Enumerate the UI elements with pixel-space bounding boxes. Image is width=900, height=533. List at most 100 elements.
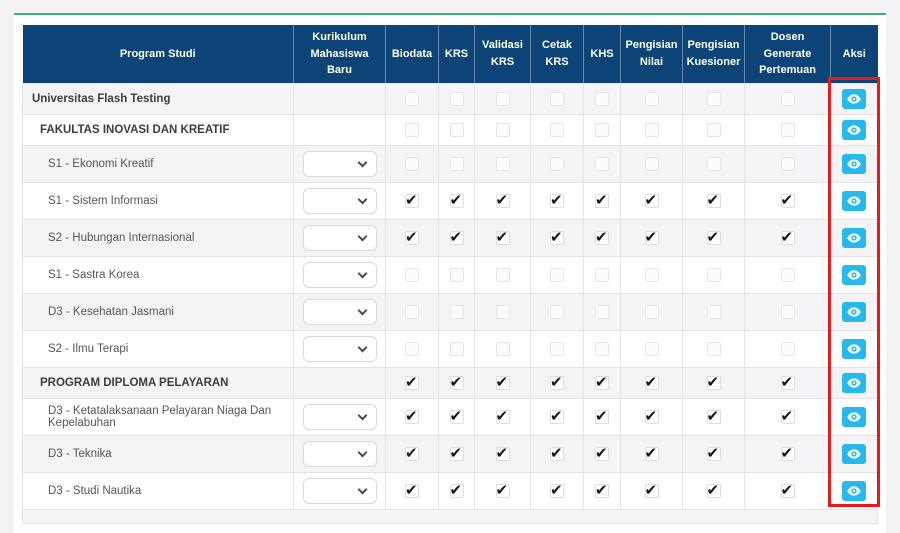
pengisian_nilai-checkbox[interactable]: [644, 156, 659, 171]
kurikulum-mahasiswa-baru-select[interactable]: [302, 187, 377, 214]
biodata-checkbox[interactable]: [405, 341, 419, 356]
kurikulum-mahasiswa-baru-select[interactable]: [302, 335, 377, 362]
biodata-checkbox[interactable]: [405, 191, 419, 209]
khs-checkbox[interactable]: [595, 304, 609, 319]
cetak_krs-checkbox[interactable]: [550, 481, 564, 499]
validasi_krs-checkbox[interactable]: [495, 267, 510, 282]
khs-checkbox[interactable]: [595, 407, 609, 425]
dosen_generate_pertemuan-checkbox[interactable]: [780, 122, 795, 137]
pengisian_kuesioner-checkbox[interactable]: [706, 122, 721, 137]
kurikulum-mahasiswa-baru-select[interactable]: [302, 440, 377, 467]
view-button[interactable]: [842, 406, 866, 427]
dosen_generate_pertemuan-checkbox[interactable]: [780, 267, 795, 282]
biodata-checkbox[interactable]: [405, 228, 419, 246]
pengisian_kuesioner-checkbox[interactable]: [706, 267, 721, 282]
dosen_generate_pertemuan-checkbox[interactable]: [780, 481, 795, 499]
biodata-checkbox[interactable]: [405, 156, 419, 171]
kurikulum-mahasiswa-baru-select[interactable]: [302, 298, 377, 325]
pengisian_nilai-checkbox[interactable]: [644, 481, 659, 499]
cetak_krs-checkbox[interactable]: [550, 122, 564, 137]
dosen_generate_pertemuan-checkbox[interactable]: [780, 91, 795, 106]
view-button[interactable]: [842, 153, 866, 174]
validasi_krs-checkbox[interactable]: [495, 122, 510, 137]
biodata-checkbox[interactable]: [405, 91, 419, 106]
pengisian_kuesioner-checkbox[interactable]: [706, 341, 721, 356]
validasi_krs-checkbox[interactable]: [495, 91, 510, 106]
khs-checkbox[interactable]: [595, 122, 609, 137]
pengisian_kuesioner-checkbox[interactable]: [706, 481, 721, 499]
validasi_krs-checkbox[interactable]: [495, 341, 510, 356]
krs-checkbox[interactable]: [449, 444, 464, 462]
view-button[interactable]: [842, 338, 866, 359]
view-button[interactable]: [842, 372, 866, 393]
validasi_krs-checkbox[interactable]: [495, 407, 510, 425]
view-button[interactable]: [842, 88, 866, 109]
pengisian_kuesioner-checkbox[interactable]: [706, 444, 721, 462]
cetak_krs-checkbox[interactable]: [550, 304, 564, 319]
cetak_krs-checkbox[interactable]: [550, 373, 564, 391]
pengisian_kuesioner-checkbox[interactable]: [706, 191, 721, 209]
krs-checkbox[interactable]: [449, 122, 464, 137]
cetak_krs-checkbox[interactable]: [550, 341, 564, 356]
pengisian_kuesioner-checkbox[interactable]: [706, 304, 721, 319]
cetak_krs-checkbox[interactable]: [550, 228, 564, 246]
dosen_generate_pertemuan-checkbox[interactable]: [780, 228, 795, 246]
biodata-checkbox[interactable]: [405, 444, 419, 462]
view-button[interactable]: [842, 480, 866, 501]
validasi_krs-checkbox[interactable]: [495, 304, 510, 319]
validasi_krs-checkbox[interactable]: [495, 228, 510, 246]
khs-checkbox[interactable]: [595, 341, 609, 356]
pengisian_kuesioner-checkbox[interactable]: [706, 407, 721, 425]
kurikulum-mahasiswa-baru-select[interactable]: [302, 150, 377, 177]
khs-checkbox[interactable]: [595, 444, 609, 462]
pengisian_nilai-checkbox[interactable]: [644, 267, 659, 282]
view-button[interactable]: [842, 264, 866, 285]
cetak_krs-checkbox[interactable]: [550, 267, 564, 282]
view-button[interactable]: [842, 227, 866, 248]
pengisian_nilai-checkbox[interactable]: [644, 407, 659, 425]
dosen_generate_pertemuan-checkbox[interactable]: [780, 407, 795, 425]
cetak_krs-checkbox[interactable]: [550, 407, 564, 425]
biodata-checkbox[interactable]: [405, 304, 419, 319]
dosen_generate_pertemuan-checkbox[interactable]: [780, 304, 795, 319]
khs-checkbox[interactable]: [595, 228, 609, 246]
krs-checkbox[interactable]: [449, 228, 464, 246]
pengisian_nilai-checkbox[interactable]: [644, 91, 659, 106]
khs-checkbox[interactable]: [595, 373, 609, 391]
dosen_generate_pertemuan-checkbox[interactable]: [780, 373, 795, 391]
pengisian_nilai-checkbox[interactable]: [644, 191, 659, 209]
kurikulum-mahasiswa-baru-select[interactable]: [302, 403, 377, 430]
khs-checkbox[interactable]: [595, 156, 609, 171]
view-button[interactable]: [842, 443, 866, 464]
view-button[interactable]: [842, 119, 866, 140]
dosen_generate_pertemuan-checkbox[interactable]: [780, 341, 795, 356]
dosen_generate_pertemuan-checkbox[interactable]: [780, 444, 795, 462]
khs-checkbox[interactable]: [595, 481, 609, 499]
validasi_krs-checkbox[interactable]: [495, 481, 510, 499]
krs-checkbox[interactable]: [449, 481, 464, 499]
krs-checkbox[interactable]: [449, 341, 464, 356]
krs-checkbox[interactable]: [449, 373, 464, 391]
view-button[interactable]: [842, 190, 866, 211]
kurikulum-mahasiswa-baru-select[interactable]: [302, 224, 377, 251]
pengisian_nilai-checkbox[interactable]: [644, 373, 659, 391]
dosen_generate_pertemuan-checkbox[interactable]: [780, 156, 795, 171]
pengisian_nilai-checkbox[interactable]: [644, 341, 659, 356]
dosen_generate_pertemuan-checkbox[interactable]: [780, 191, 795, 209]
kurikulum-mahasiswa-baru-select[interactable]: [302, 261, 377, 288]
krs-checkbox[interactable]: [449, 156, 464, 171]
biodata-checkbox[interactable]: [405, 481, 419, 499]
pengisian_kuesioner-checkbox[interactable]: [706, 228, 721, 246]
pengisian_kuesioner-checkbox[interactable]: [706, 156, 721, 171]
pengisian_kuesioner-checkbox[interactable]: [706, 91, 721, 106]
krs-checkbox[interactable]: [449, 407, 464, 425]
pengisian_nilai-checkbox[interactable]: [644, 304, 659, 319]
validasi_krs-checkbox[interactable]: [495, 444, 510, 462]
pengisian_nilai-checkbox[interactable]: [644, 228, 659, 246]
khs-checkbox[interactable]: [595, 267, 609, 282]
view-button[interactable]: [842, 301, 866, 322]
cetak_krs-checkbox[interactable]: [550, 91, 564, 106]
validasi_krs-checkbox[interactable]: [495, 373, 510, 391]
kurikulum-mahasiswa-baru-select[interactable]: [302, 477, 377, 504]
biodata-checkbox[interactable]: [405, 407, 419, 425]
